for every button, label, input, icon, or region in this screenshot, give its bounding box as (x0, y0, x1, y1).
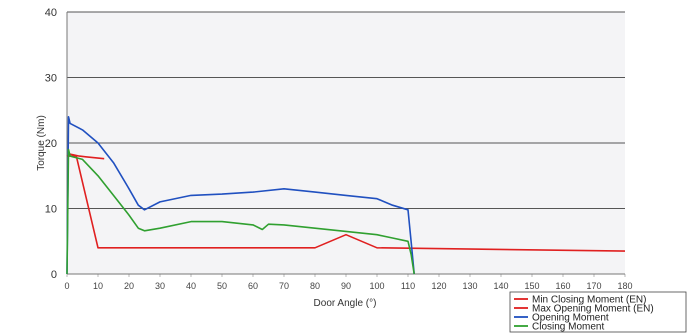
x-tick-label: 0 (64, 281, 69, 291)
y-tick-label: 0 (51, 269, 57, 281)
legend: Min Closing Moment (EN)Max Opening Momen… (509, 291, 687, 333)
x-tick-label: 130 (462, 281, 477, 291)
x-tick-label: 160 (555, 281, 570, 291)
x-tick-label: 70 (279, 281, 289, 291)
x-axis-label: Door Angle (°) (314, 298, 377, 309)
x-tick-label: 150 (524, 281, 539, 291)
series-lines (66, 116, 626, 275)
legend-entry: Max Opening Moment (EN) (532, 304, 654, 315)
legend-entry: Opening Moment (532, 313, 609, 324)
x-tick-label: 60 (248, 281, 258, 291)
grid-lines (67, 11, 625, 209)
tick-labels: 0 10 20 30 40 0 10 20 30 40 50 60 70 80 90 100 110 120 130… (45, 7, 633, 291)
x-tick-label: 90 (341, 281, 351, 291)
y-tick-label: 20 (45, 138, 57, 150)
y-tick-label: 40 (45, 7, 57, 19)
x-tick-label: 50 (217, 281, 227, 291)
series-line-3 (66, 148, 415, 275)
x-tick-label: 30 (155, 281, 165, 291)
y-tick-label: 10 (45, 204, 57, 216)
x-tick-label: 80 (310, 281, 320, 291)
x-tick-label: 180 (617, 281, 632, 291)
legend-entry: Min Closing Moment (EN) (532, 295, 646, 306)
series-line-1 (66, 153, 105, 160)
x-tick-label: 20 (124, 281, 134, 291)
x-tick-label: 100 (369, 281, 384, 291)
x-tick-label: 10 (93, 281, 103, 291)
x-tick-label: 120 (431, 281, 446, 291)
legend-entry: Closing Moment (532, 322, 604, 333)
x-tick-label: 110 (401, 281, 415, 291)
series-line-2 (66, 116, 415, 275)
x-tick-label: 140 (493, 281, 508, 291)
x-tick-label: 170 (586, 281, 601, 291)
y-axis-label: Torque (Nm) (36, 115, 47, 171)
x-tick-label: 40 (186, 281, 196, 291)
y-tick-label: 30 (45, 73, 57, 85)
legend-box (509, 291, 687, 333)
